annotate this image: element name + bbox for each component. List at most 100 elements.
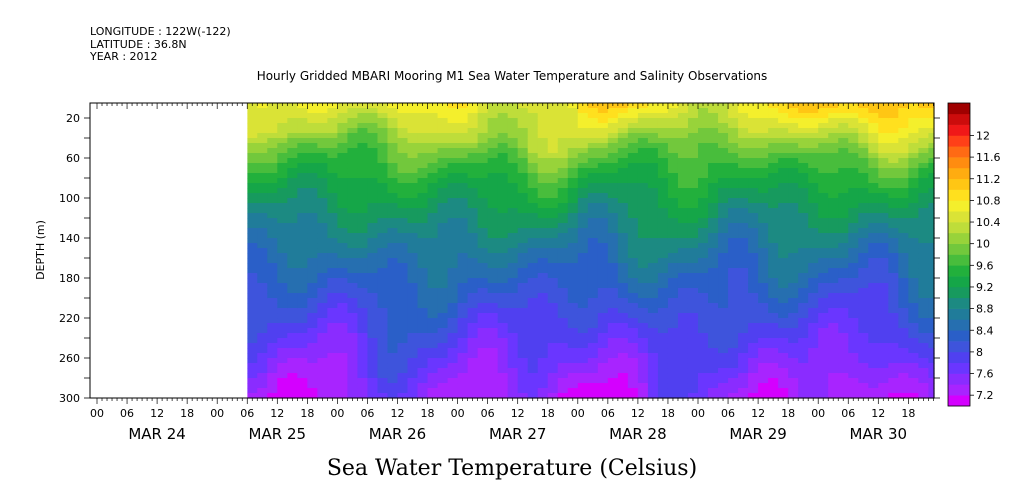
heatmap-cell [637, 363, 649, 369]
heatmap-cell [387, 138, 399, 144]
heatmap-cell [477, 248, 489, 254]
heatmap-cell [407, 113, 419, 119]
heatmap-cell [908, 278, 919, 284]
heatmap-cell [467, 178, 479, 184]
heatmap-cell [457, 363, 469, 369]
heatmap-cell [738, 208, 749, 214]
heatmap-cell [397, 173, 409, 179]
heatmap-cell [337, 128, 349, 134]
heatmap-cell [808, 233, 819, 239]
heatmap-cell [657, 178, 669, 184]
heatmap-cell [307, 113, 318, 119]
heatmap-cell [758, 123, 769, 129]
heatmap-cell [317, 283, 328, 289]
heatmap-cell [427, 283, 439, 289]
heatmap-cell [347, 313, 359, 319]
heatmap-cell [657, 153, 669, 159]
heatmap-cell [738, 228, 749, 234]
heatmap-cell [527, 218, 539, 224]
heatmap-cell [778, 308, 789, 314]
heatmap-cell [437, 368, 449, 374]
heatmap-cell [728, 253, 739, 259]
heatmap-cell [507, 368, 519, 374]
heatmap-cell [327, 158, 338, 164]
heatmap-cell [718, 198, 729, 204]
heatmap-cell [838, 308, 849, 314]
heatmap-cell [838, 278, 849, 284]
heatmap-cell [838, 168, 849, 174]
heatmap-cell [357, 303, 369, 309]
heatmap-cell [758, 333, 769, 339]
heatmap-cell [247, 338, 258, 344]
heatmap-cell [577, 298, 589, 304]
heatmap-cell [728, 203, 739, 209]
heatmap-cell [848, 243, 859, 249]
heatmap-cell [397, 178, 409, 184]
heatmap-cell [687, 303, 699, 309]
heatmap-cell [828, 353, 839, 359]
heatmap-cell [547, 298, 559, 304]
heatmap-cell [838, 383, 849, 389]
heatmap-cell [587, 113, 599, 119]
heatmap-cell [838, 373, 849, 379]
heatmap-cell [317, 298, 328, 304]
heatmap-cell [708, 123, 719, 129]
heatmap-cell [557, 163, 569, 169]
heatmap-cell [687, 323, 699, 329]
heatmap-cell [307, 143, 318, 149]
heatmap-cell [527, 288, 539, 294]
heatmap-cell [698, 363, 709, 369]
heatmap-cell [447, 233, 459, 239]
heatmap-cell [667, 273, 679, 279]
heatmap-cell [878, 253, 889, 259]
heatmap-cell [838, 148, 849, 154]
heatmap-cell [317, 223, 328, 229]
heatmap-cell [267, 178, 278, 184]
heatmap-cell [427, 348, 439, 354]
heatmap-cell [267, 193, 278, 199]
heatmap-cell [677, 288, 689, 294]
heatmap-cell [577, 343, 589, 349]
heatmap-cell [868, 263, 879, 269]
heatmap-cell [487, 218, 499, 224]
heatmap-cell [487, 178, 499, 184]
heatmap-cell [457, 338, 469, 344]
heatmap-cell [577, 363, 589, 369]
heatmap-cell [738, 303, 749, 309]
heatmap-cell [297, 288, 308, 294]
heatmap-cell [918, 233, 929, 239]
heatmap-cell [657, 368, 669, 374]
plot-frame [89, 102, 935, 399]
heatmap-cell [357, 233, 369, 239]
heatmap-cell [898, 163, 909, 169]
heatmap-cell [788, 123, 799, 129]
heatmap-cell [918, 283, 929, 289]
heatmap-cell [437, 333, 449, 339]
heatmap-cell [267, 173, 278, 179]
heatmap-cell [848, 188, 859, 194]
heatmap-cell [377, 193, 389, 199]
heatmap-cell [728, 113, 739, 119]
heatmap-cell [657, 378, 669, 384]
heatmap-cell [427, 123, 439, 129]
heatmap-cell [898, 243, 909, 249]
heatmap-cell [557, 393, 569, 399]
heatmap-cell [347, 113, 359, 119]
heatmap-cell [467, 138, 479, 144]
heatmap-cell [477, 383, 489, 389]
heatmap-cell [748, 298, 759, 304]
heatmap-cell [928, 228, 935, 234]
heatmap-cell [808, 163, 819, 169]
heatmap-cell [257, 188, 268, 194]
heatmap-cell [557, 148, 569, 154]
colorbar-swatch [948, 351, 970, 364]
heatmap-cell [477, 118, 489, 124]
heatmap-cell [547, 308, 559, 314]
heatmap-cell [387, 378, 399, 384]
heatmap-cell [798, 123, 809, 129]
heatmap-cell [257, 373, 268, 379]
heatmap-cell [677, 283, 689, 289]
heatmap-cell [657, 388, 669, 394]
heatmap-cell [297, 163, 308, 169]
heatmap-cell [257, 208, 268, 214]
